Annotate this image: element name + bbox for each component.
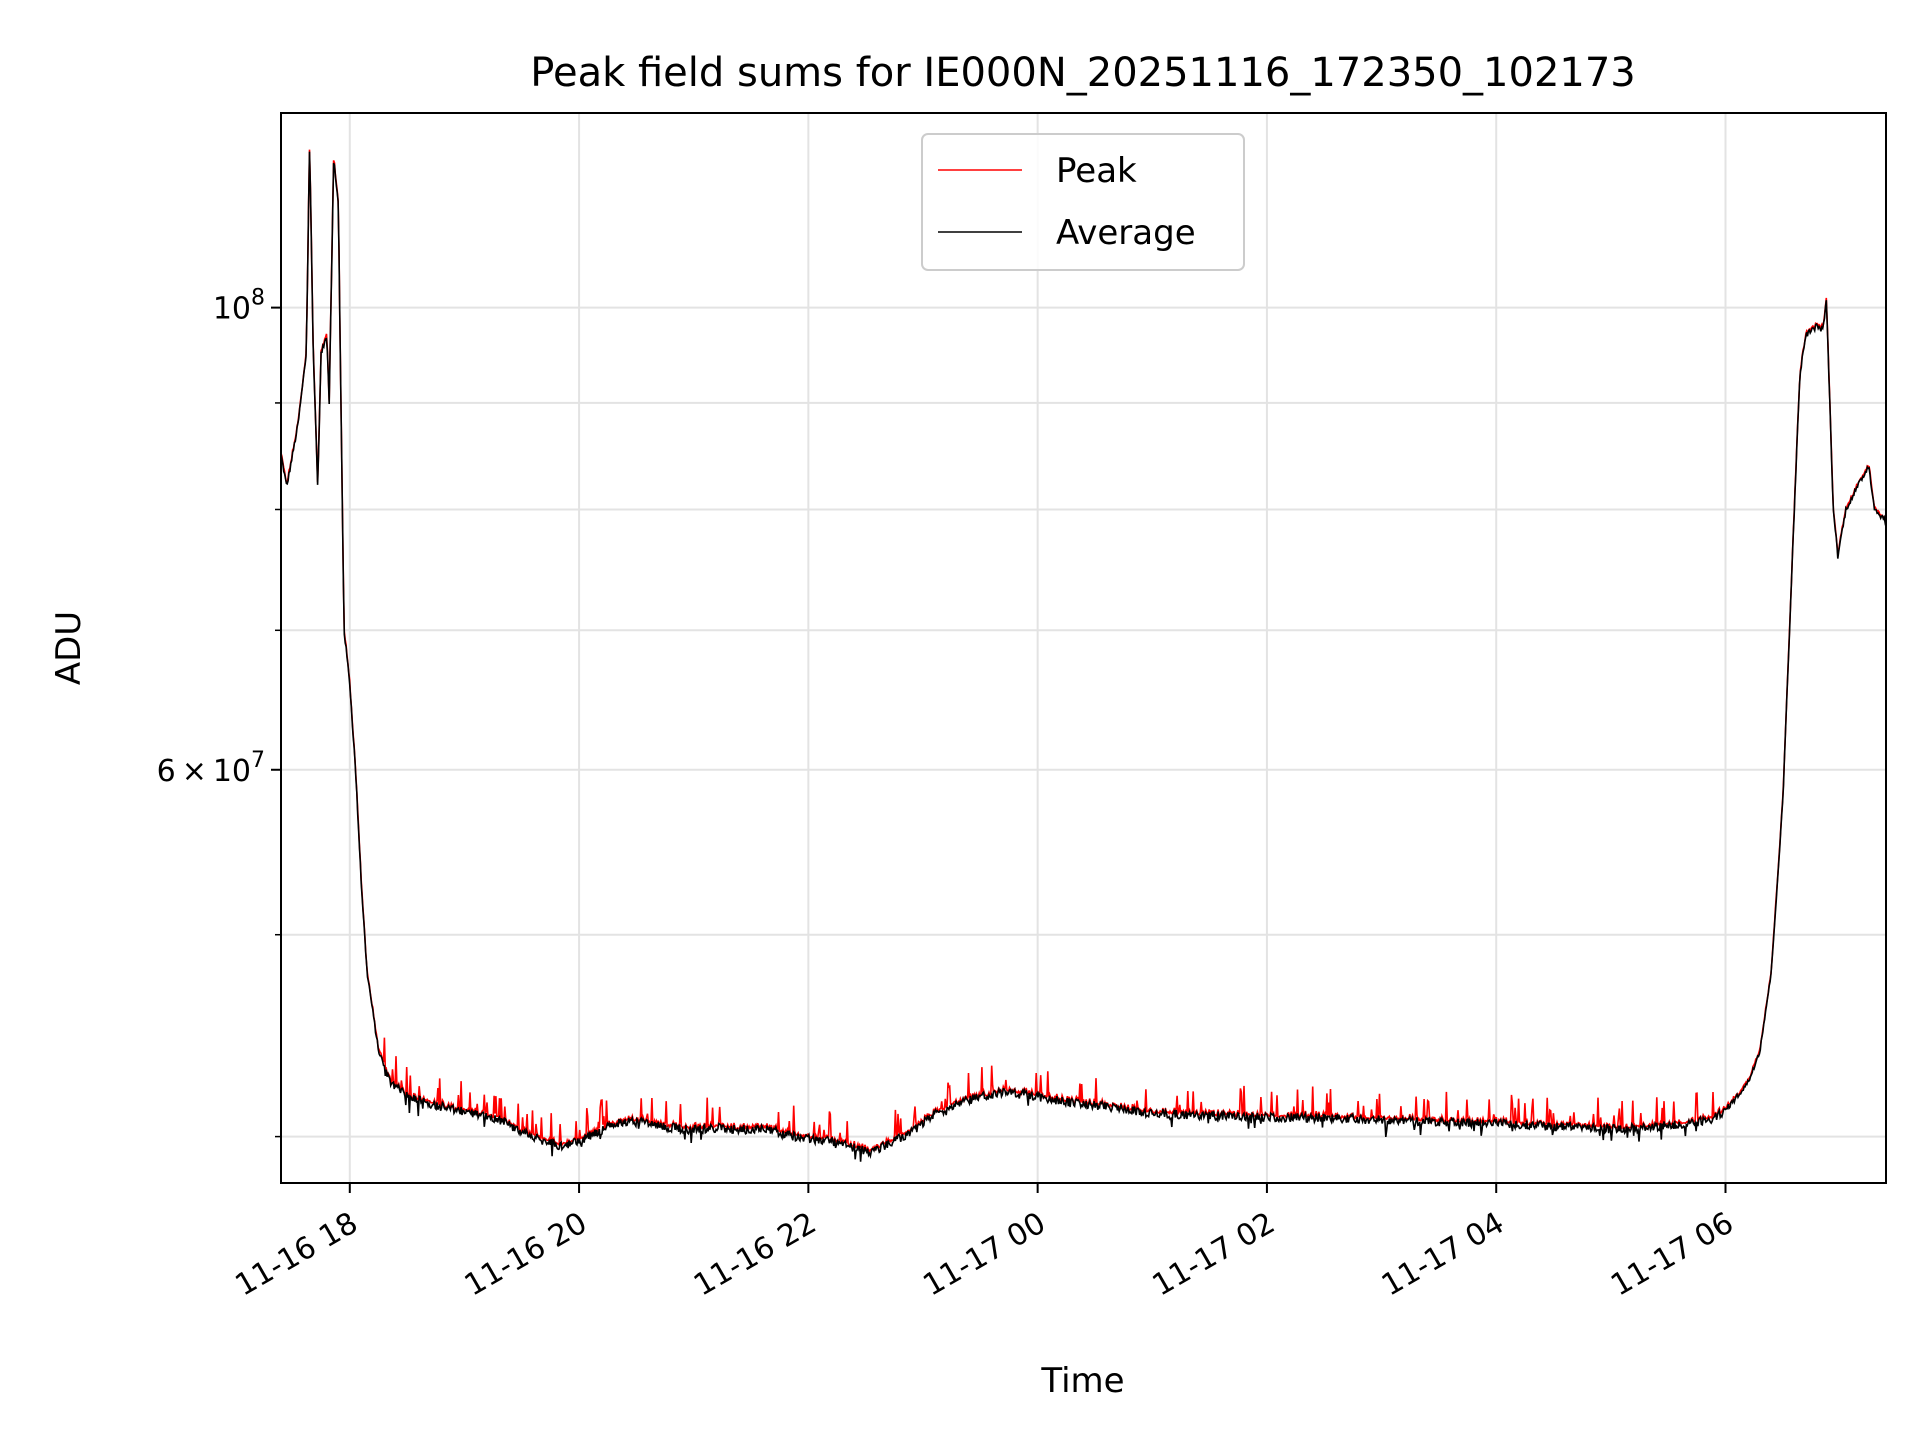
legend-box — [921, 133, 1245, 271]
chart-title: Peak field sums for IE000N_20251116_1723… — [530, 50, 1635, 96]
grid — [281, 113, 1886, 1183]
y-axis-label: ADU — [49, 611, 89, 685]
plot-frame — [280, 112, 1887, 1184]
series-line-average — [281, 151, 1886, 1162]
series-group — [281, 149, 1886, 1162]
legend: Peak Average — [921, 133, 1245, 271]
y-tick-label: 6 × 107 — [157, 748, 265, 789]
plot-area — [281, 149, 1886, 1162]
x-axis-label: Time — [1040, 1361, 1124, 1401]
series-line-peak — [281, 149, 1886, 1153]
legend-label-average: Average — [1056, 213, 1196, 253]
legend-label-peak: Peak — [1056, 151, 1137, 191]
